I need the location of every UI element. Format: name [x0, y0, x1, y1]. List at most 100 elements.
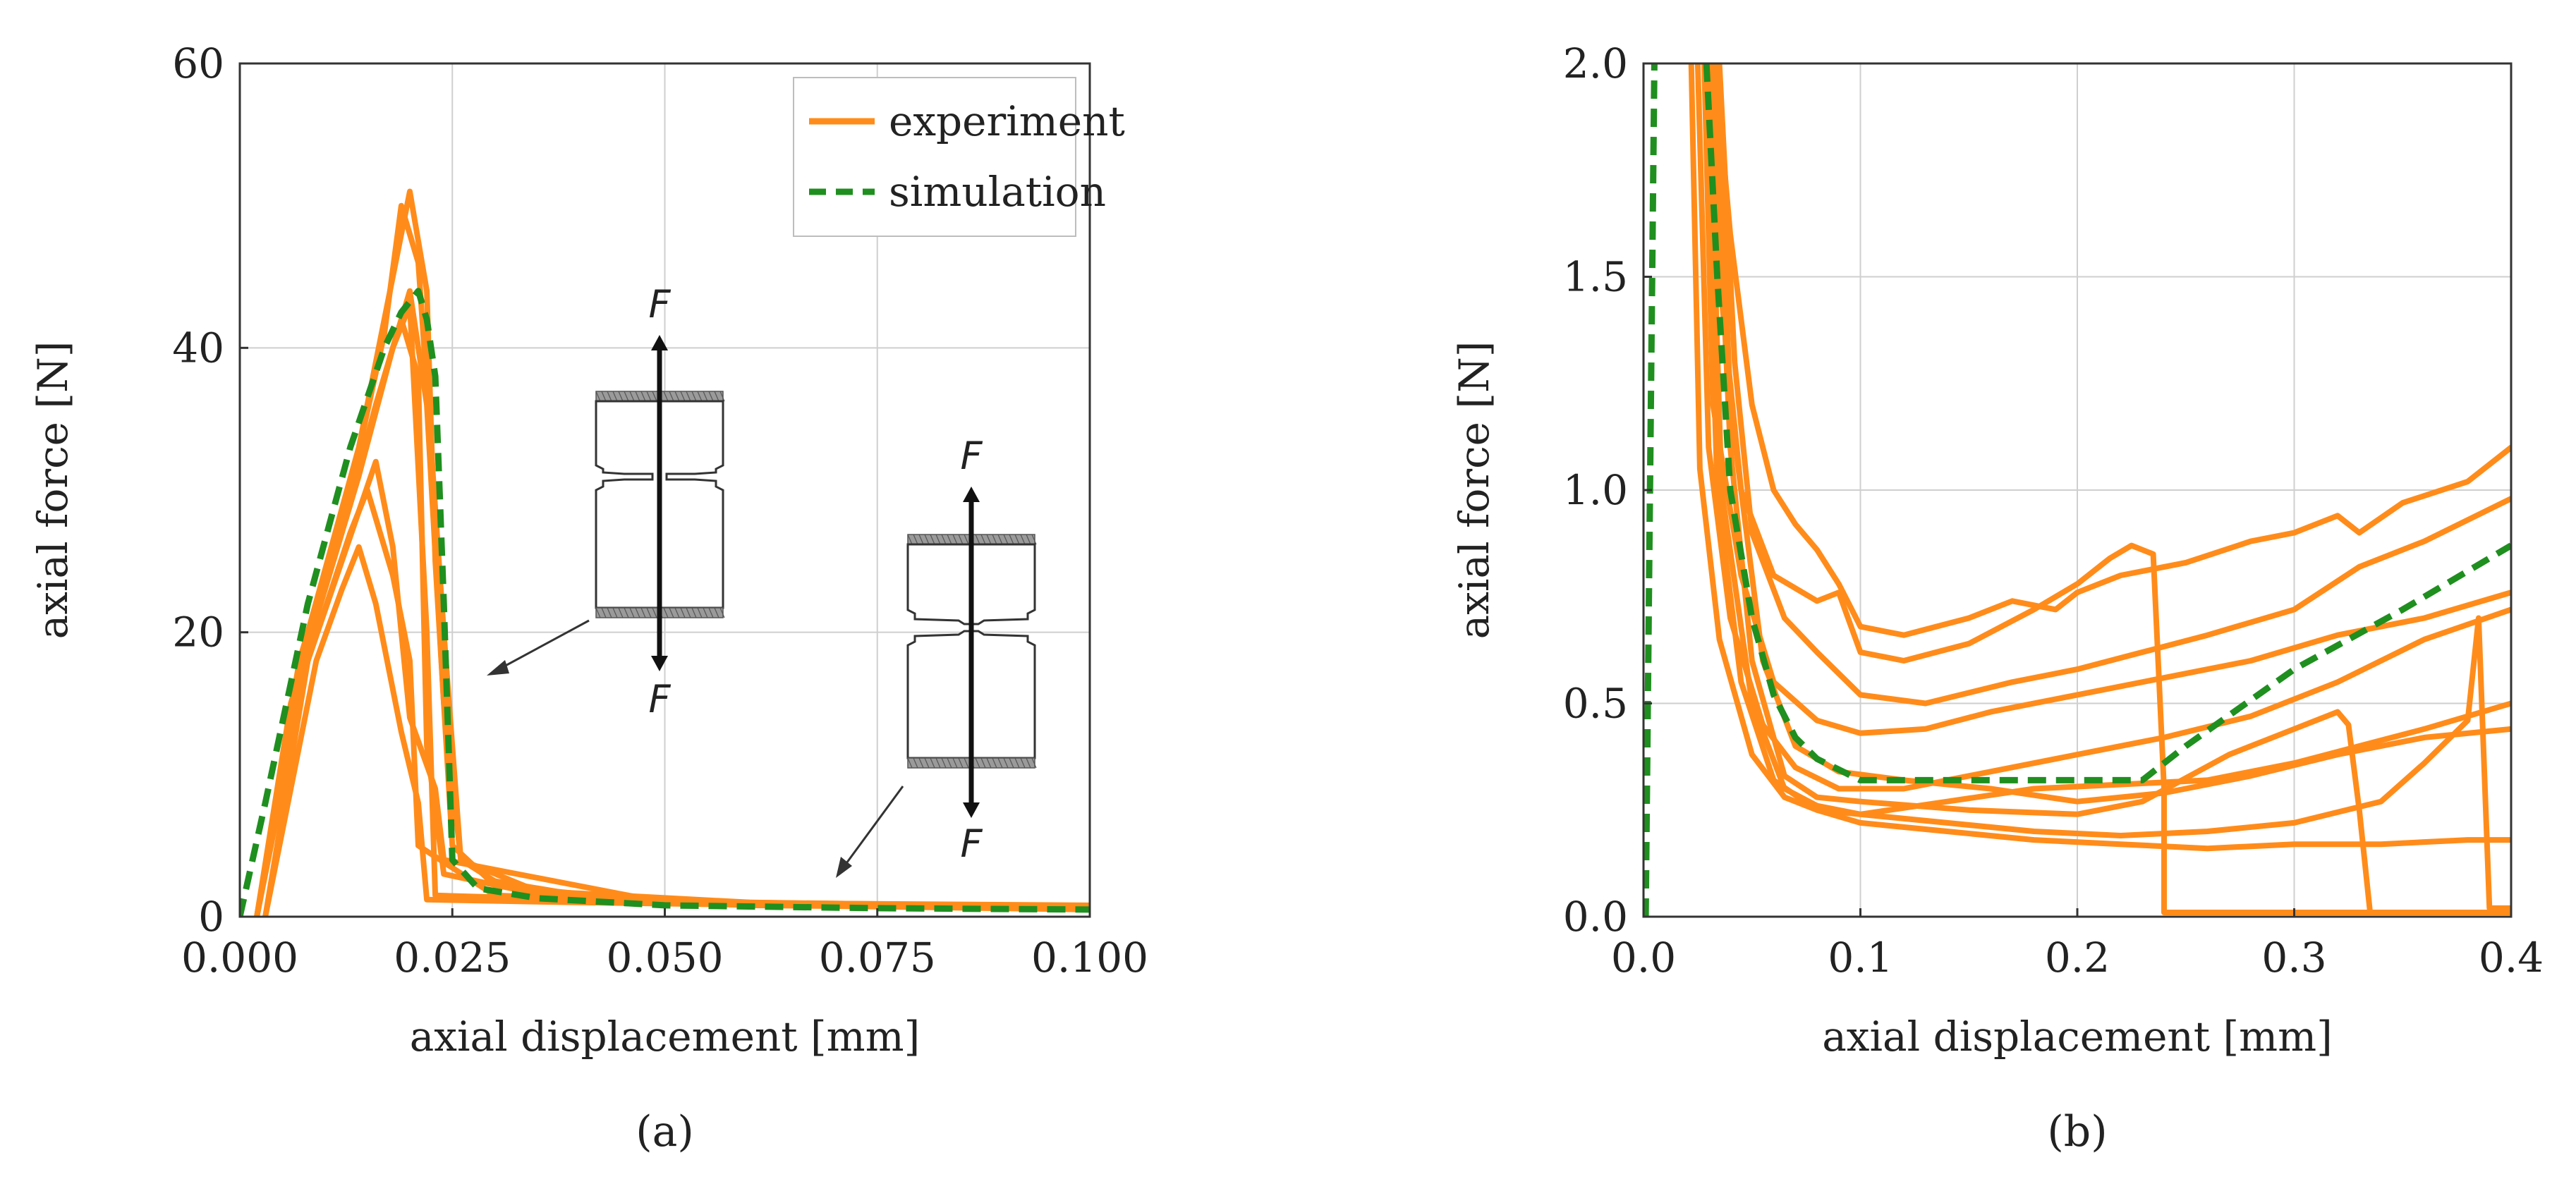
hatch-line — [930, 534, 935, 545]
hatch-line — [640, 391, 646, 402]
hatch-line — [674, 607, 680, 618]
experiment-series-line — [1714, 63, 2511, 805]
hatch-line — [719, 607, 725, 618]
experiment-series-line — [1716, 63, 2511, 707]
tick-labels: 0.0 0.1 0.2 0.3 0.4 0.0 0.5 1.0 1.5 2.0 — [1563, 39, 2544, 982]
hatch-line — [680, 607, 686, 618]
hatch-line — [629, 607, 635, 618]
hatch-line — [708, 391, 714, 402]
hatch-line — [1003, 757, 1009, 769]
y-tick-label: 2.0 — [1563, 39, 1628, 87]
hatch-line — [997, 757, 1003, 769]
hatch-line — [975, 757, 980, 769]
hatch-line — [958, 534, 964, 545]
arrow-down-icon — [651, 656, 668, 671]
hatch-line — [697, 391, 703, 402]
hatch-line — [663, 391, 669, 402]
simulation-series-line — [240, 288, 1090, 917]
hatch-line — [595, 391, 601, 402]
hatch-line — [941, 534, 947, 545]
hatch-line — [714, 607, 719, 618]
series-layer — [1644, 63, 2511, 917]
panel-b: 0.0 0.1 0.2 0.3 0.4 0.0 0.5 1.0 1.5 2.0 axial dis… — [1450, 39, 2544, 1156]
hatch-line — [601, 391, 607, 402]
hatch-line — [680, 391, 686, 402]
y-tick-label: 1.5 — [1563, 253, 1628, 301]
tick-labels: 0.000 0.025 0.050 0.075 0.100 0 20 40 60 — [172, 39, 1148, 982]
arrow-up-icon — [963, 487, 980, 502]
experiment-series-line — [1712, 63, 2511, 638]
hatch-line — [652, 391, 657, 402]
force-label: F — [648, 677, 671, 721]
x-tick-label: 0.4 — [2479, 934, 2544, 982]
hatch-line — [935, 534, 941, 545]
x-tick-label: 0.000 — [181, 934, 298, 982]
hatch-line — [595, 607, 601, 618]
x-tick-label: 0.100 — [1031, 934, 1148, 982]
force-label: F — [648, 282, 671, 326]
hatch-line — [964, 757, 969, 769]
hatch-line — [992, 534, 997, 545]
hatch-line — [1020, 757, 1026, 769]
pointer-arrowhead-icon — [487, 660, 509, 676]
x-tick-label: 0.050 — [606, 934, 723, 982]
hatch-line — [703, 607, 708, 618]
y-tick-label: 0 — [198, 893, 224, 941]
hatch-line — [607, 607, 612, 618]
specimen-fractured: FF — [836, 434, 1037, 878]
x-tick-label: 0.075 — [819, 934, 936, 982]
hatch-line — [952, 757, 958, 769]
hatch-line — [624, 607, 629, 618]
hatch-line — [947, 534, 952, 545]
x-tick-label: 0.025 — [394, 934, 511, 982]
legend-box — [793, 77, 1076, 237]
y-axis-label: axial force [N] — [29, 341, 77, 640]
hatch-line — [1026, 534, 1031, 545]
hatch-line — [907, 757, 913, 769]
hatch-line — [1009, 534, 1014, 545]
hatch-line — [975, 534, 980, 545]
hatch-line — [686, 391, 691, 402]
x-axis-label: axial displacement [mm] — [1822, 1013, 2333, 1061]
hatch-line — [635, 391, 640, 402]
legend-simulation-label: simulation — [889, 168, 1106, 216]
hatch-line — [1026, 757, 1031, 769]
hatch-line — [930, 757, 935, 769]
hatch-line — [1020, 534, 1026, 545]
hatch-line — [686, 607, 691, 618]
hatch-line — [624, 391, 629, 402]
hatch-line — [924, 534, 930, 545]
hatch-line — [612, 607, 618, 618]
x-tick-label: 0.0 — [1611, 934, 1676, 982]
hatch-line — [669, 607, 674, 618]
pointer-line — [493, 619, 590, 673]
hatch-line — [612, 391, 618, 402]
arrow-up-icon — [651, 335, 668, 350]
hatch-line — [618, 391, 624, 402]
simulation-series-line — [1703, 63, 2511, 783]
experiment-series-line — [262, 544, 1090, 917]
hatch-line — [646, 607, 652, 618]
x-tick-label: 0.3 — [2261, 934, 2326, 982]
hatch-line — [935, 757, 941, 769]
hatch-line — [1003, 534, 1009, 545]
x-tick-label: 0.1 — [1828, 934, 1892, 982]
arrow-down-icon — [963, 802, 980, 818]
y-tick-label: 0.5 — [1563, 680, 1628, 728]
hatch-line — [635, 607, 640, 618]
hatch-line — [1031, 534, 1037, 545]
legend: experiment simulation — [793, 77, 1125, 237]
hatch-line — [691, 607, 697, 618]
hatch-line — [669, 391, 674, 402]
hatch-line — [1031, 757, 1037, 769]
hatch-line — [947, 757, 952, 769]
specimen-intact: FF — [487, 282, 725, 721]
hatch-line — [607, 391, 612, 402]
y-tick-label: 1.0 — [1563, 466, 1628, 514]
experiment-series-line — [1706, 63, 2511, 915]
hatch-line — [652, 607, 657, 618]
x-tick-label: 0.2 — [2045, 934, 2110, 982]
hatch-line — [997, 534, 1003, 545]
hatch-line — [958, 757, 964, 769]
hatch-line — [629, 391, 635, 402]
